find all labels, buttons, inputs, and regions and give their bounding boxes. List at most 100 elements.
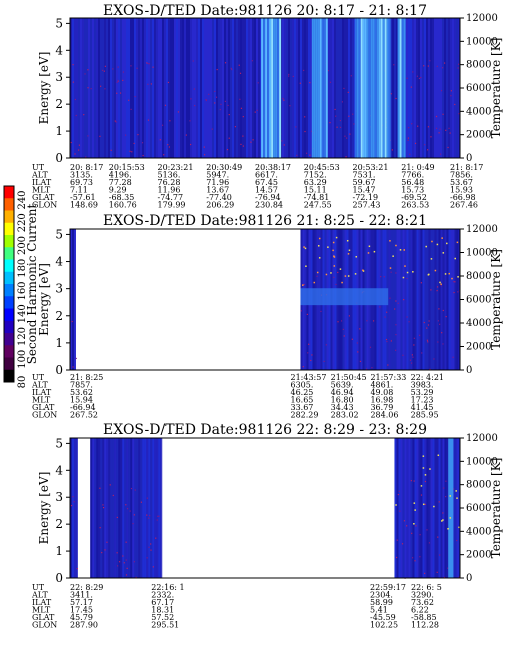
colorbar-segment bbox=[4, 296, 14, 309]
spectrogram-column bbox=[456, 438, 459, 578]
speckle bbox=[327, 70, 329, 72]
speckle bbox=[386, 311, 388, 313]
spectrogram-column bbox=[408, 438, 411, 578]
speckle bbox=[413, 344, 415, 346]
speckle bbox=[439, 128, 441, 130]
spectrogram-column bbox=[410, 18, 412, 158]
speckle bbox=[147, 62, 149, 65]
sparkle bbox=[362, 269, 364, 272]
colorbar-frame bbox=[3, 185, 15, 383]
speckle bbox=[445, 480, 447, 482]
colorbar-tick-label: 120 bbox=[17, 327, 28, 346]
spectrogram-column bbox=[404, 438, 407, 578]
speckle bbox=[72, 64, 74, 66]
speckle bbox=[352, 113, 354, 115]
spectrogram-column bbox=[428, 18, 430, 158]
speckle bbox=[90, 88, 92, 90]
speckle bbox=[141, 142, 144, 144]
spectrogram-column bbox=[344, 18, 346, 158]
y-tick-label: 5 bbox=[55, 436, 63, 450]
y-tick-label: 3 bbox=[55, 490, 63, 504]
speckle bbox=[190, 98, 192, 100]
speckle bbox=[116, 81, 118, 83]
spectrogram-column bbox=[106, 18, 108, 158]
colorbar-tick-label: 240 bbox=[17, 190, 28, 209]
y2-tick-label: 12000 bbox=[466, 224, 498, 235]
sparkle bbox=[456, 497, 458, 499]
speckle bbox=[296, 154, 298, 156]
speckle bbox=[456, 539, 458, 542]
spectrogram-column bbox=[444, 18, 446, 158]
spectrogram-column bbox=[72, 229, 74, 370]
speckle bbox=[152, 66, 154, 68]
speckle bbox=[76, 568, 78, 570]
ephemeris-cell: 284.06 bbox=[370, 411, 398, 420]
speckle bbox=[150, 549, 152, 551]
spectrogram-column bbox=[296, 18, 298, 158]
speckle bbox=[133, 514, 135, 516]
speckle bbox=[83, 114, 85, 116]
ephemeris-cell: 20:53:21 bbox=[353, 163, 389, 172]
speckle bbox=[408, 321, 410, 323]
ephemeris-cell: 73.62 bbox=[411, 598, 434, 607]
spectrogram-column bbox=[420, 229, 423, 370]
ephemeris-cell: 57.52 bbox=[151, 613, 174, 622]
sparkle bbox=[389, 240, 391, 242]
spectrogram-column bbox=[406, 438, 409, 578]
spectrogram-column bbox=[424, 229, 427, 370]
spectrogram-column bbox=[134, 438, 137, 578]
ephemeris-cell: -57.61 bbox=[70, 193, 96, 202]
spectrogram-column bbox=[98, 18, 100, 158]
spectrogram-column bbox=[388, 229, 391, 370]
speckle bbox=[303, 69, 305, 72]
speckle bbox=[130, 108, 132, 110]
spectrogram-column bbox=[452, 18, 454, 158]
ephemeris-cell: 6305. bbox=[290, 381, 313, 390]
ephemeris-cell: 4196. bbox=[109, 171, 132, 180]
ephemeris-cell: 148.69 bbox=[70, 201, 98, 210]
ephemeris-cell: 2332. bbox=[151, 591, 174, 600]
speckle bbox=[412, 356, 414, 358]
sparkle bbox=[325, 273, 328, 276]
ephemeris-cell: 20:38:17 bbox=[255, 163, 291, 172]
speckle bbox=[436, 571, 438, 573]
speckle bbox=[136, 67, 138, 69]
sparkle bbox=[441, 520, 443, 522]
spectrogram-column bbox=[260, 18, 262, 158]
spectrogram-column bbox=[144, 18, 146, 158]
speckle bbox=[167, 144, 169, 146]
spectrogram-column bbox=[236, 18, 238, 158]
spectrogram-column bbox=[456, 229, 459, 370]
spectrogram-column bbox=[434, 438, 437, 578]
speckle bbox=[219, 108, 221, 111]
sparkle bbox=[305, 265, 307, 267]
speckle bbox=[310, 359, 312, 362]
speckle bbox=[430, 136, 432, 138]
speckle bbox=[304, 116, 306, 118]
speckle bbox=[101, 551, 103, 554]
speckle bbox=[395, 324, 397, 326]
sparkle bbox=[347, 253, 350, 255]
speckle bbox=[295, 126, 297, 128]
speckle bbox=[125, 504, 127, 506]
colorbar-tick-label: 160 bbox=[17, 281, 28, 300]
sparkle bbox=[330, 272, 332, 274]
spectrogram-column bbox=[110, 18, 112, 158]
sparkle bbox=[457, 276, 459, 278]
speckle bbox=[177, 111, 180, 113]
spectrogram-column bbox=[306, 18, 308, 158]
spectrogram-column bbox=[144, 438, 147, 578]
colorbar-tick-label: 180 bbox=[17, 259, 28, 278]
spectrogram-column bbox=[294, 18, 296, 158]
speckle bbox=[423, 321, 425, 324]
bright-band-column bbox=[401, 18, 404, 158]
speckle bbox=[78, 144, 81, 146]
speckle bbox=[398, 490, 400, 492]
spectrogram-column bbox=[414, 18, 416, 158]
sparkle bbox=[318, 237, 321, 240]
ephemeris-cell: 17.23 bbox=[411, 396, 434, 405]
spectrogram-column bbox=[198, 18, 200, 158]
sparkle bbox=[442, 252, 445, 254]
speckle bbox=[413, 480, 415, 482]
colorbar-segment bbox=[4, 284, 14, 297]
